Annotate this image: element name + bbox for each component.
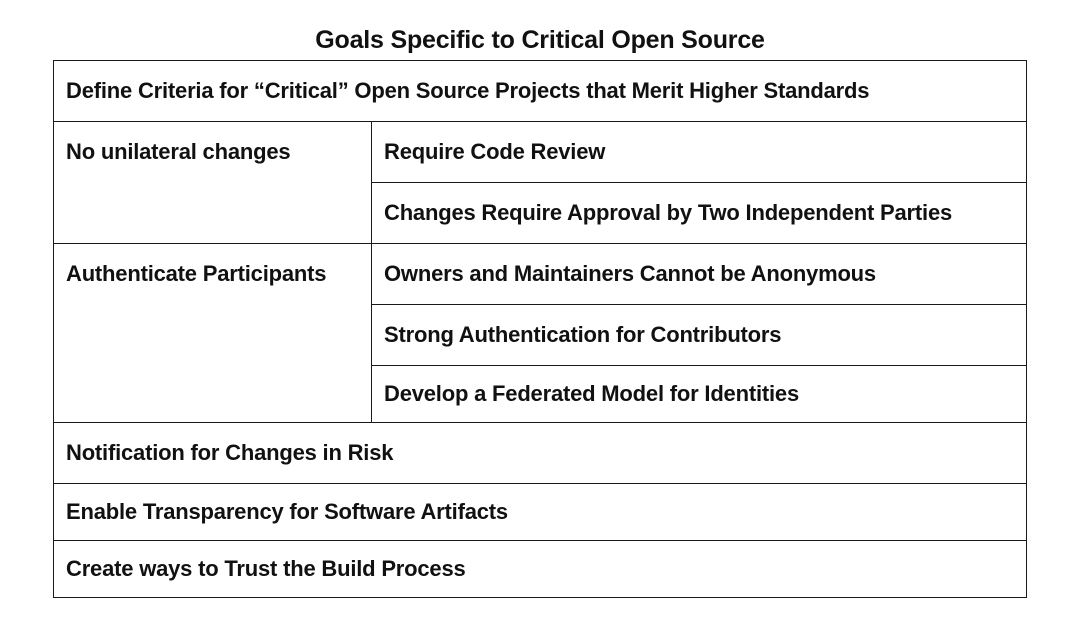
notification-risk-cell: Notification for Changes in Risk: [53, 422, 1027, 484]
authenticate-participants-cell: Authenticate Participants: [53, 243, 372, 423]
table-row: Develop a Federated Model for Identities: [54, 365, 1027, 423]
table-row: Notification for Changes in Risk: [53, 422, 1027, 484]
strong-authentication-cell: Strong Authentication for Contributors: [371, 304, 1027, 366]
transparency-artifacts-cell: Enable Transparency for Software Artifac…: [53, 483, 1027, 541]
table-row: Create ways to Trust the Build Process: [53, 540, 1027, 598]
table-row: Authenticate Participants Owners and Mai…: [53, 243, 1027, 423]
goals-table: Define Criteria for “Critical” Open Sour…: [53, 60, 1027, 598]
table-row: Define Criteria for “Critical” Open Sour…: [53, 60, 1027, 122]
require-code-review-cell: Require Code Review: [371, 121, 1027, 183]
federated-identity-cell: Develop a Federated Model for Identities: [371, 365, 1027, 423]
table-row: No unilateral changes Require Code Revie…: [53, 121, 1027, 244]
trust-build-cell: Create ways to Trust the Build Process: [53, 540, 1027, 598]
table-row: Changes Require Approval by Two Independ…: [54, 182, 1027, 244]
two-party-approval-cell: Changes Require Approval by Two Independ…: [371, 182, 1027, 244]
table-row: Strong Authentication for Contributors: [54, 304, 1027, 366]
page-title: Goals Specific to Critical Open Source: [315, 26, 765, 54]
owners-not-anonymous-cell: Owners and Maintainers Cannot be Anonymo…: [371, 243, 1027, 305]
no-unilateral-changes-cell: No unilateral changes: [53, 121, 372, 244]
table-row: Enable Transparency for Software Artifac…: [53, 483, 1027, 541]
define-criteria-cell: Define Criteria for “Critical” Open Sour…: [53, 60, 1027, 122]
